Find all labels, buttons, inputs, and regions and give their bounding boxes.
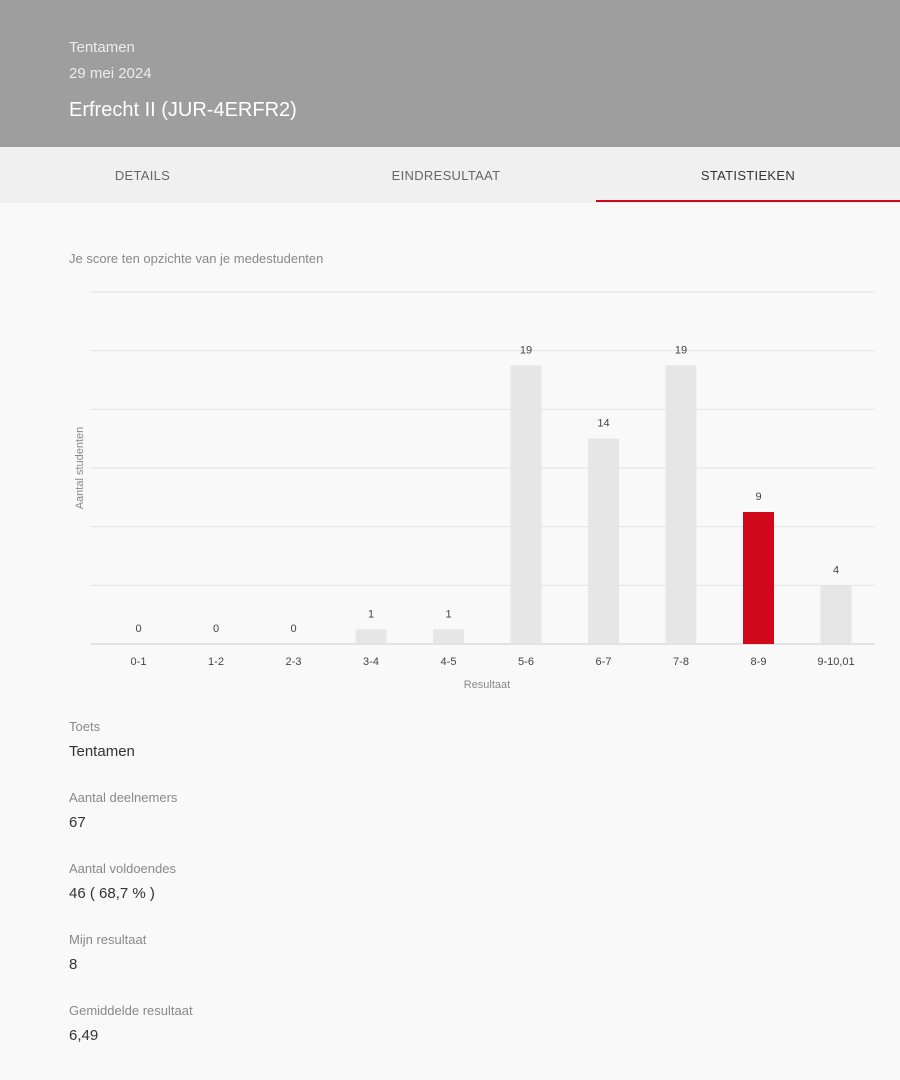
- bar-data-label: 14: [597, 418, 609, 430]
- x-tick-label: 9-10,01: [817, 656, 854, 668]
- bar-data-label: 19: [520, 344, 532, 356]
- stat-label-gemiddelde: Gemiddelde resultaat: [69, 1003, 193, 1018]
- bar-data-label: 19: [675, 344, 687, 356]
- bar: [433, 629, 464, 644]
- bar: [355, 629, 387, 644]
- x-axis-label: Resultaat: [464, 679, 510, 691]
- bar-data-label: 1: [445, 608, 451, 620]
- x-tick-label: 5-6: [518, 656, 534, 668]
- bar: [588, 438, 619, 644]
- bar-data-label: 9: [755, 491, 761, 503]
- bar-data-label: 0: [213, 623, 219, 635]
- stat-value-voldoendes: 46 ( 68,7 % ): [69, 885, 155, 902]
- results-bar-chart: 0 0 0 1 1 19 14 19 9 4 0-1 1-2 2-3 3-4 4-5 5-6 6-7 7-8 8-…: [74, 291, 875, 691]
- page-header: Tentamen 29 mei 2024 Erfrecht II (JUR-4E…: [0, 0, 900, 147]
- chart-subtitle: Je score ten opzichte van je medestudent…: [69, 251, 324, 266]
- stat-label-toets: Toets: [69, 719, 101, 734]
- bar-data-label: 1: [368, 608, 374, 620]
- stat-label-deelnemers: Aantal deelnemers: [69, 790, 178, 805]
- tab-statistieken[interactable]: STATISTIEKEN: [700, 167, 796, 183]
- chart-grid: [91, 291, 875, 645]
- x-tick-label: 1-2: [208, 656, 224, 668]
- exam-type: Tentamen: [69, 39, 135, 56]
- stat-value-deelnemers: 67: [69, 814, 86, 831]
- stat-value-toets: Tentamen: [69, 743, 135, 760]
- bar: [820, 585, 852, 644]
- chart-bars: [355, 365, 852, 644]
- bar-data-label: 0: [290, 623, 296, 635]
- chart-data-labels: 0 0 0 1 1 19 14 19 9 4: [135, 344, 839, 635]
- x-tick-label: 7-8: [673, 656, 689, 668]
- tab-bar: DETAILS EINDRESULTAAT STATISTIEKEN: [0, 147, 900, 203]
- x-tick-label: 4-5: [441, 656, 457, 668]
- stat-label-voldoendes: Aantal voldoendes: [69, 861, 176, 876]
- bar-data-label: 4: [833, 564, 839, 576]
- stat-label-mijn-resultaat: Mijn resultaat: [69, 932, 147, 947]
- bar-data-label: 0: [135, 623, 141, 635]
- exam-date: 29 mei 2024: [69, 65, 152, 82]
- active-tab-indicator: [596, 200, 900, 202]
- x-tick-label: 8-9: [751, 656, 767, 668]
- x-tick-label: 2-3: [286, 656, 302, 668]
- x-tick-label: 6-7: [596, 656, 612, 668]
- x-tick-label: 3-4: [363, 656, 379, 668]
- chart-x-ticks: 0-1 1-2 2-3 3-4 4-5 5-6 6-7 7-8 8-9 9-10,01: [131, 656, 855, 668]
- tab-details[interactable]: DETAILS: [114, 167, 171, 183]
- bar: [510, 365, 542, 644]
- y-axis-label: Aantal studenten: [74, 427, 86, 510]
- x-tick-label: 0-1: [131, 656, 147, 668]
- stat-value-mijn-resultaat: 8: [69, 956, 78, 973]
- bar: [665, 365, 697, 644]
- course-title: Erfrecht II (JUR-4ERFR2): [69, 99, 297, 121]
- tab-eindresultaat[interactable]: EINDRESULTAAT: [391, 167, 501, 183]
- stat-value-gemiddelde: 6,49: [69, 1027, 99, 1044]
- bar-my-result: [743, 512, 774, 644]
